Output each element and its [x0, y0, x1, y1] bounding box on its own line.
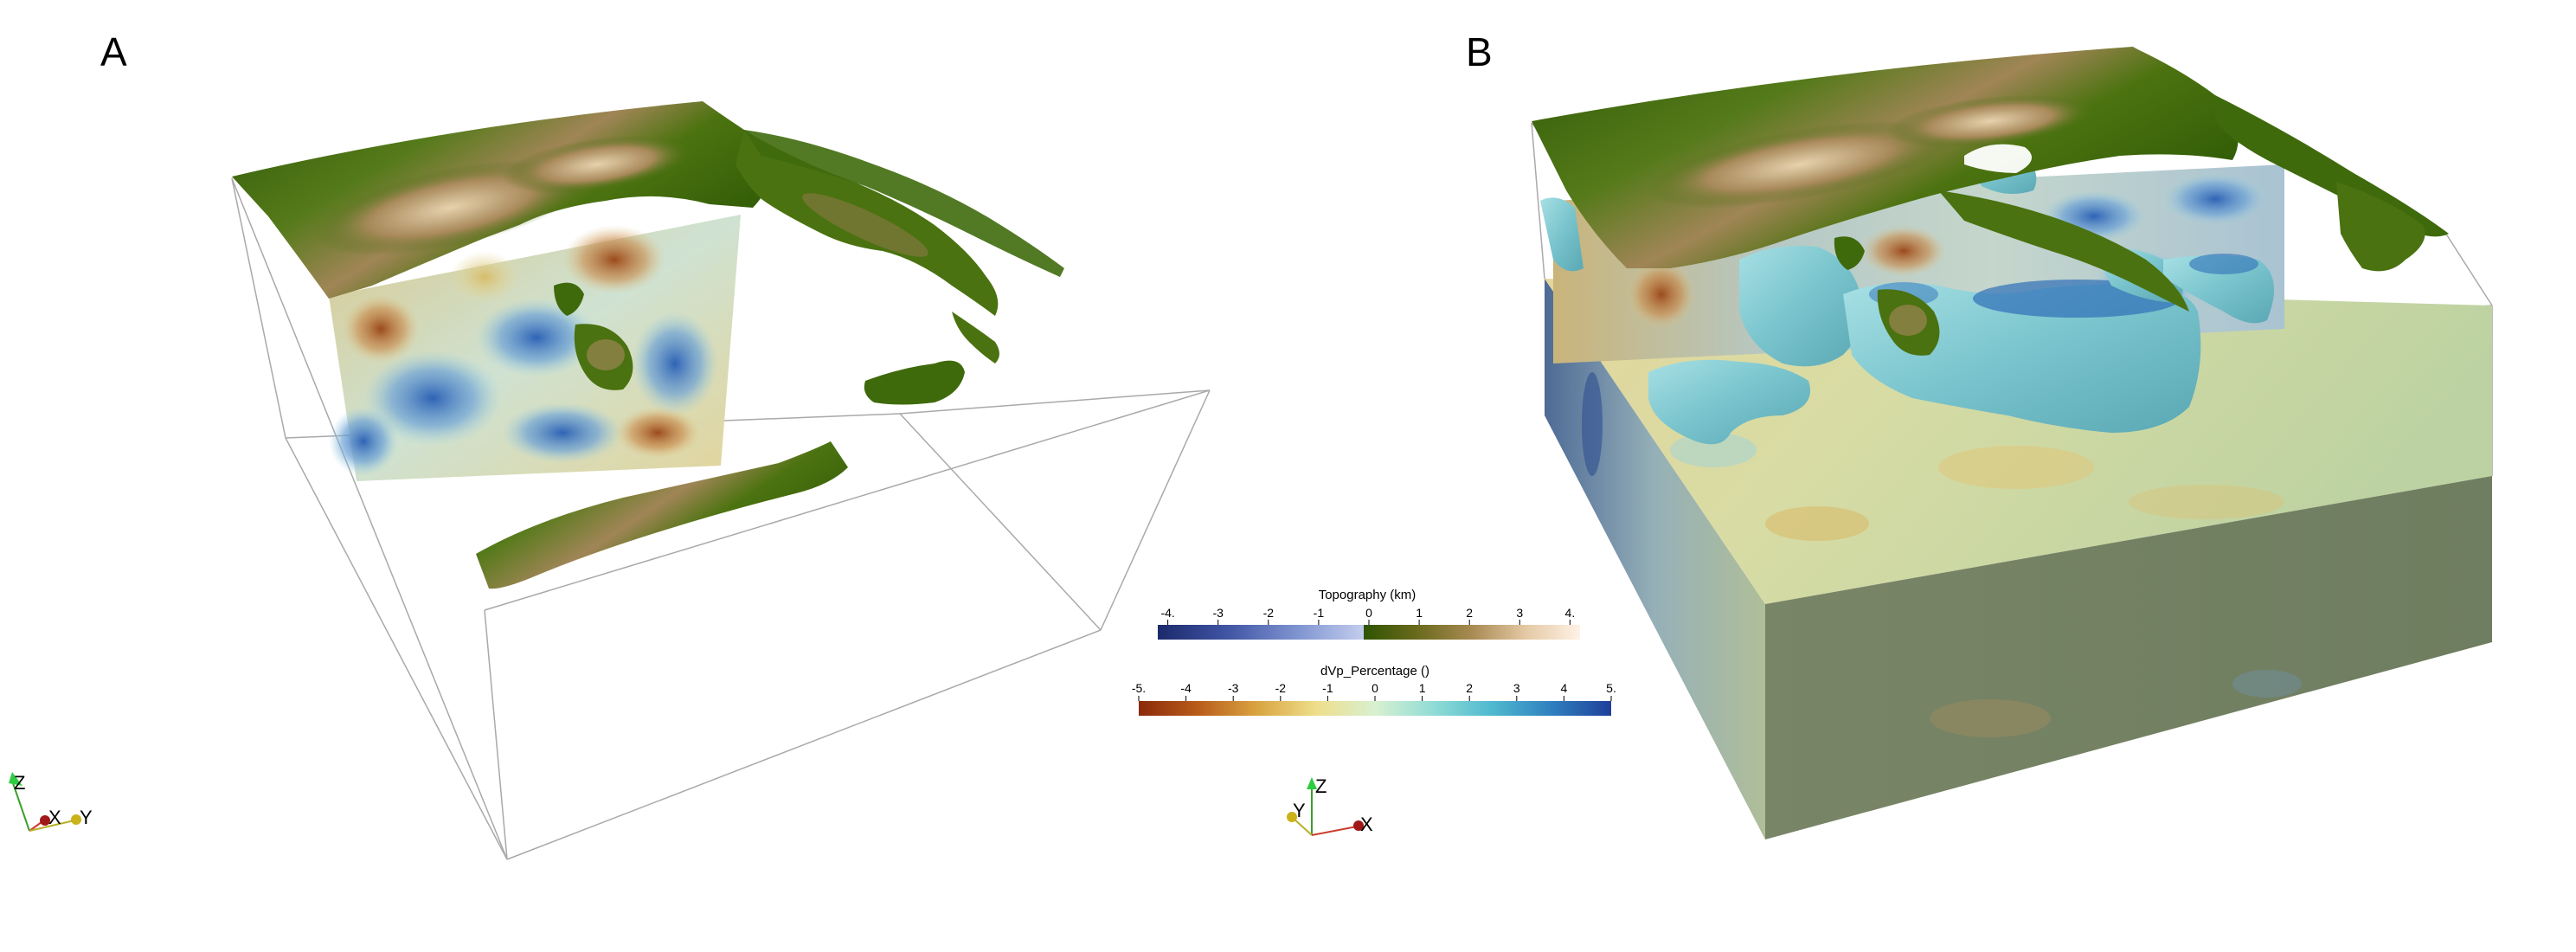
- panel-a-scene: [231, 101, 1211, 860]
- topography-tick-label: -4.: [1160, 606, 1174, 620]
- dvp-tick-label: -1: [1322, 681, 1333, 695]
- dvp-tick-label: 3: [1513, 681, 1520, 695]
- dvp-tick-label: -3: [1228, 681, 1239, 695]
- panel-b-axes-triad: Z Y X: [1287, 775, 1373, 836]
- topography-tick-label: -1: [1314, 606, 1325, 620]
- dvp-tick-label: 4: [1561, 681, 1568, 695]
- topography-colorbar-positive: [1364, 625, 1580, 640]
- topography-tick-label: -3: [1212, 606, 1224, 620]
- panel-b-block-front-face: [1765, 476, 2492, 839]
- dvp-tick-label: 1: [1419, 681, 1426, 695]
- panel-a-topography: [232, 101, 1064, 589]
- dvp-tick-label: -4: [1180, 681, 1192, 695]
- dvp-colorbar: dVp_Percentage () -5. -4 -3 -2 -1 0 1 2 3 4 5.: [1132, 664, 1616, 716]
- topography-tick-label: -2: [1263, 606, 1275, 620]
- dvp-colorbar-gradient: [1139, 701, 1611, 716]
- panel-b-label: B: [1466, 29, 1493, 74]
- topography-tick-label: 2: [1466, 606, 1473, 620]
- panel-a-axes-triad: Z X Y: [9, 772, 93, 832]
- topography-colorbar-negative: [1158, 625, 1364, 640]
- dvp-tick-label: 2: [1466, 681, 1473, 695]
- topography-colorbar: Topography (km) -4. -3 -2 -1 0 1 2 3 4.: [1158, 588, 1580, 640]
- panel-a-tomography-slice: [329, 215, 741, 481]
- dvp-tick-label: 5.: [1606, 681, 1616, 695]
- panel-b-topography: [1532, 47, 2449, 356]
- topography-tick-label: 0: [1365, 606, 1372, 620]
- topography-tick-label: 3: [1516, 606, 1523, 620]
- dvp-colorbar-title: dVp_Percentage (): [1320, 664, 1429, 679]
- panel-b-axis-z-label: Z: [1315, 775, 1327, 797]
- dvp-colorbar-ticks: -5. -4 -3 -2 -1 0 1 2 3 4 5.: [1132, 681, 1616, 701]
- panel-b-axis-y-label: Y: [1293, 800, 1306, 821]
- topography-colorbar-ticks: -4. -3 -2 -1 0 1 2 3 4.: [1160, 606, 1575, 625]
- topography-tick-label: 4.: [1565, 606, 1576, 620]
- panel-a-axis-z-label: Z: [14, 772, 25, 794]
- panel-b-scene: [1531, 46, 2493, 839]
- dvp-tick-label: -5.: [1132, 681, 1146, 695]
- dvp-tick-label: -2: [1275, 681, 1287, 695]
- dvp-tick-label: 0: [1372, 681, 1378, 695]
- panel-b-axis-x-label: X: [1360, 814, 1373, 835]
- panel-a-axis-x-label: X: [48, 807, 61, 828]
- panel-a-axis-y-label: Y: [80, 807, 93, 828]
- topography-tick-label: 1: [1416, 606, 1423, 620]
- panel-a-label: A: [100, 29, 127, 74]
- topography-colorbar-title: Topography (km): [1319, 588, 1416, 602]
